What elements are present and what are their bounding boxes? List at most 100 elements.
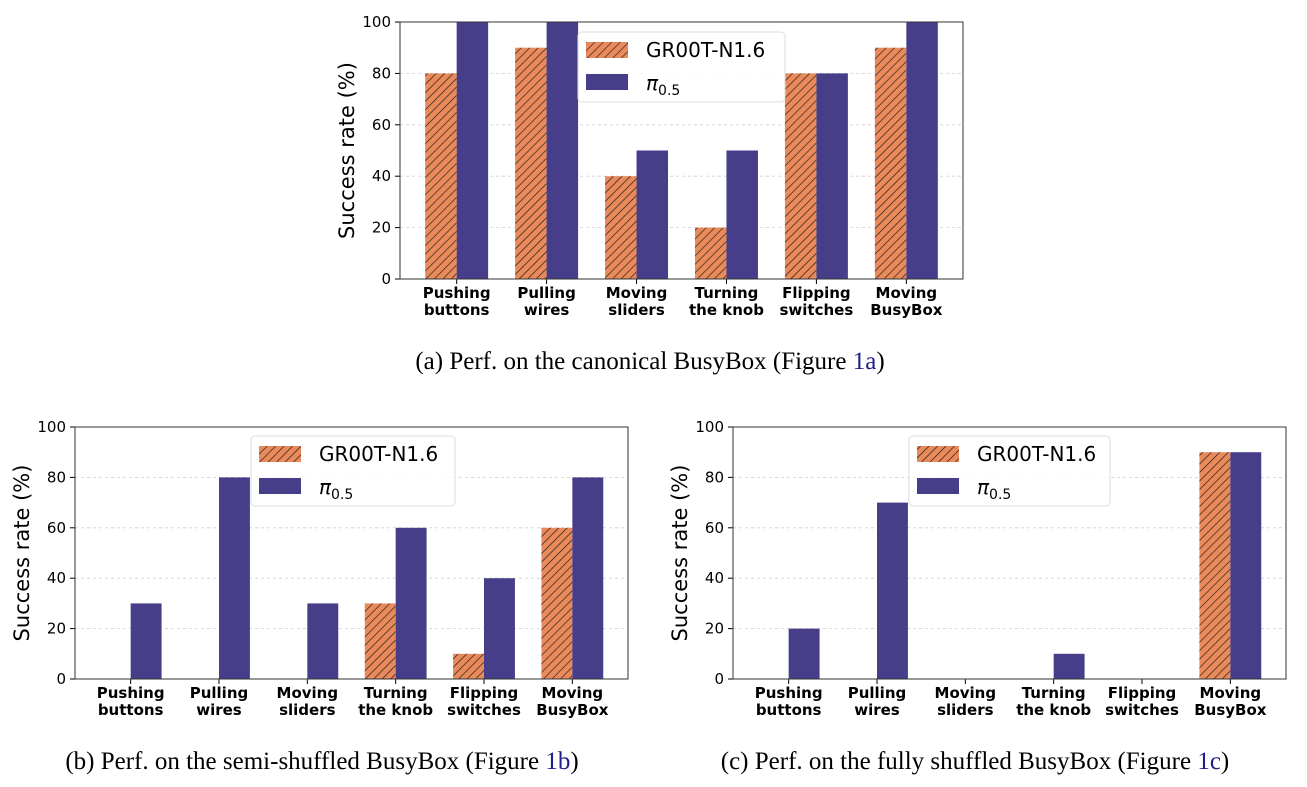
x-tick-label: Turning [695, 284, 759, 302]
x-tick-label: Flipping [450, 684, 519, 702]
caption-text: (c) Perf. on the fully shuffled BusyBox … [721, 748, 1198, 775]
bar-groot-5 [541, 527, 573, 679]
caption: (a) Perf. on the canonical BusyBox (Figu… [415, 348, 884, 375]
x-tick-label: Moving [277, 684, 339, 702]
caption: (b) Perf. on the semi-shuffled BusyBox (… [65, 748, 578, 775]
bar-pi-0 [456, 22, 489, 279]
bar-pi-2 [636, 150, 669, 279]
y-tick-label: 80 [47, 468, 66, 486]
bar-pi-0 [130, 603, 162, 679]
y-tick-label: 40 [372, 167, 391, 185]
legend: GR00T-N1.6 π0.5 [250, 435, 456, 507]
x-tick-label: Pulling [848, 684, 907, 702]
legend-pi-symbol: π [977, 475, 990, 499]
legend-pi-symbol: π [319, 475, 332, 499]
y-tick-label: 0 [56, 670, 66, 688]
x-tick-label: wires [524, 301, 570, 319]
legend-swatch-groot [917, 446, 959, 462]
caption-text: (a) Perf. on the canonical BusyBox (Figu… [415, 348, 852, 375]
x-tick-label: Turning [364, 684, 428, 702]
y-axis-label: Success rate (%) [668, 465, 692, 642]
x-tick-label: BusyBox [1194, 701, 1267, 719]
bar-groot-1 [515, 47, 547, 280]
x-tick-label: switches [447, 701, 521, 719]
y-tick-label: 80 [705, 468, 724, 486]
caption-text: (b) Perf. on the semi-shuffled BusyBox (… [65, 748, 545, 775]
x-tick-label: Moving [542, 684, 604, 702]
x-tick-label: wires [196, 701, 242, 719]
bar-groot-3 [364, 603, 396, 679]
x-tick-label: the knob [689, 301, 764, 319]
bar-groot-4 [453, 653, 485, 679]
bar-pi-2 [307, 603, 339, 679]
legend: GR00T-N1.6 π0.5 [908, 435, 1111, 507]
y-tick-label: 100 [37, 418, 66, 436]
bar-groot-2 [605, 176, 637, 279]
bar-pi-1 [218, 477, 250, 679]
y-tick-label: 60 [372, 116, 391, 134]
plot-frame [732, 426, 1287, 680]
y-axis-label: Success rate (%) [335, 62, 359, 239]
y-tick-label: 0 [714, 670, 724, 688]
caption: (c) Perf. on the fully shuffled BusyBox … [721, 748, 1230, 775]
x-tick-label: Moving [606, 284, 668, 302]
x-tick-label: Pushing [97, 684, 165, 702]
x-tick-label: BusyBox [870, 301, 943, 319]
x-tick-label: sliders [937, 701, 994, 719]
y-tick-label: 20 [372, 219, 391, 237]
bar-groot-0 [425, 73, 457, 280]
bar-pi-4 [484, 578, 515, 679]
figure-ref-link[interactable]: 1c [1197, 748, 1221, 775]
legend-box [250, 435, 456, 507]
y-tick-label: 60 [705, 519, 724, 537]
x-tick-label: sliders [279, 701, 336, 719]
legend-pi-subscript: 0.5 [331, 487, 353, 503]
x-tick-label: Pushing [755, 684, 823, 702]
bar-groot-5 [874, 47, 907, 280]
bar-groot-5 [1199, 452, 1231, 679]
legend-label-groot: GR00T-N1.6 [319, 442, 438, 466]
legend-box [908, 435, 1111, 507]
y-tick-label: 100 [695, 418, 724, 436]
plot-frame [399, 21, 964, 280]
x-tick-label: Pulling [190, 684, 249, 702]
x-tick-label: Moving [1200, 684, 1262, 702]
caption-end: ) [1221, 748, 1229, 775]
y-axis-label: Success rate (%) [10, 465, 34, 642]
legend-pi-symbol: π [646, 71, 659, 95]
bar-pi-0 [788, 628, 820, 679]
caption-end: ) [570, 748, 578, 775]
legend-swatch-groot [259, 446, 301, 462]
x-tick-label: the knob [358, 701, 433, 719]
bar-pi-3 [726, 150, 758, 279]
bar-pi-3 [1053, 653, 1085, 679]
y-tick-label: 40 [47, 569, 66, 587]
legend-label-groot: GR00T-N1.6 [646, 38, 765, 62]
bar-groot-4 [784, 73, 817, 280]
bar-pi-5 [1230, 452, 1262, 679]
x-tick-label: Moving [876, 284, 938, 302]
y-tick-label: 60 [47, 519, 66, 537]
legend-swatch-pi [586, 74, 628, 90]
x-tick-label: Pushing [423, 284, 491, 302]
legend: GR00T-N1.6 π0.5 [577, 31, 786, 103]
x-tick-label: Moving [935, 684, 997, 702]
caption-end: ) [876, 348, 884, 375]
y-tick-label: 40 [705, 569, 724, 587]
x-tick-label: buttons [424, 301, 490, 319]
figure-ref-link[interactable]: 1a [853, 348, 877, 375]
bar-groot-3 [694, 227, 727, 279]
bar-pi-3 [395, 527, 427, 679]
y-tick-label: 100 [362, 13, 391, 31]
x-tick-label: buttons [756, 701, 822, 719]
x-tick-label: wires [854, 701, 900, 719]
legend-label-pi: π0.5 [646, 71, 680, 99]
x-tick-label: sliders [608, 301, 665, 319]
y-tick-label: 0 [381, 270, 391, 288]
figure-ref-link[interactable]: 1b [545, 748, 570, 775]
x-tick-label: Turning [1022, 684, 1086, 702]
